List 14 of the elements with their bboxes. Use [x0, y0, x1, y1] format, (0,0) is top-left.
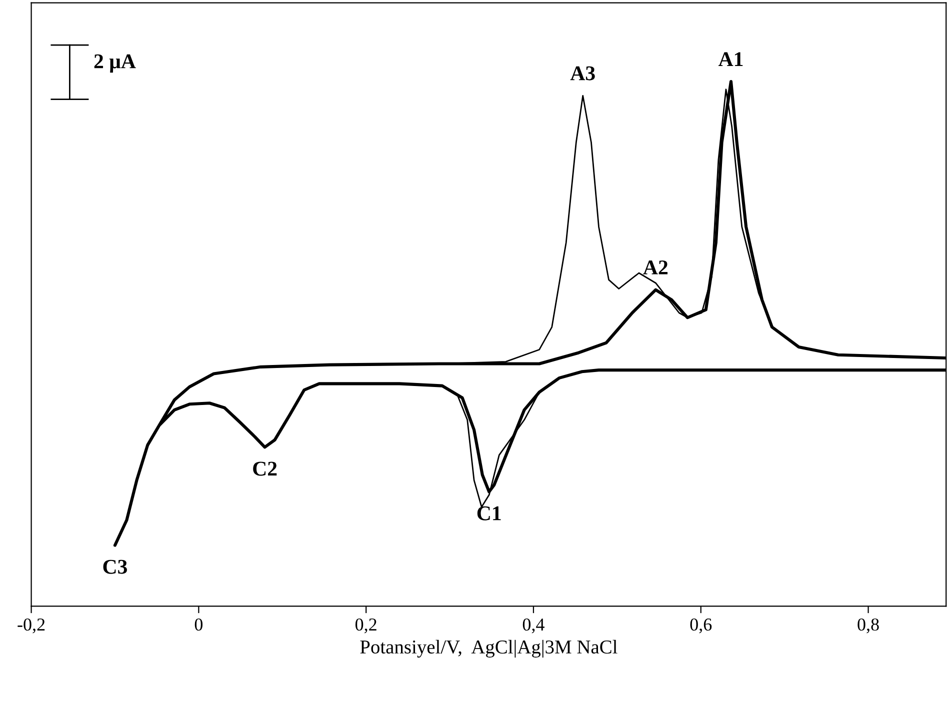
x-tick-label: 0,8: [858, 618, 879, 634]
text: 2 μA: [94, 54, 136, 73]
x-tick-label: 0: [194, 618, 203, 631]
annotation: A1: [718, 52, 743, 66]
x-tick-label: 0,6: [690, 618, 712, 634]
annotation: C3: [103, 560, 127, 574]
x-tick-label: 0,4: [522, 618, 544, 634]
annotation: A2: [643, 260, 668, 274]
annotation: A3: [570, 66, 595, 80]
x-tick-label: -0,2: [18, 618, 45, 634]
annotation: C2: [253, 462, 277, 476]
x-axis-title: Potansiyel/V, AgCl|Ag|3M NaCl: [360, 640, 618, 658]
annotation: C1: [477, 506, 501, 520]
x-tick-label: 0,2: [355, 618, 376, 634]
